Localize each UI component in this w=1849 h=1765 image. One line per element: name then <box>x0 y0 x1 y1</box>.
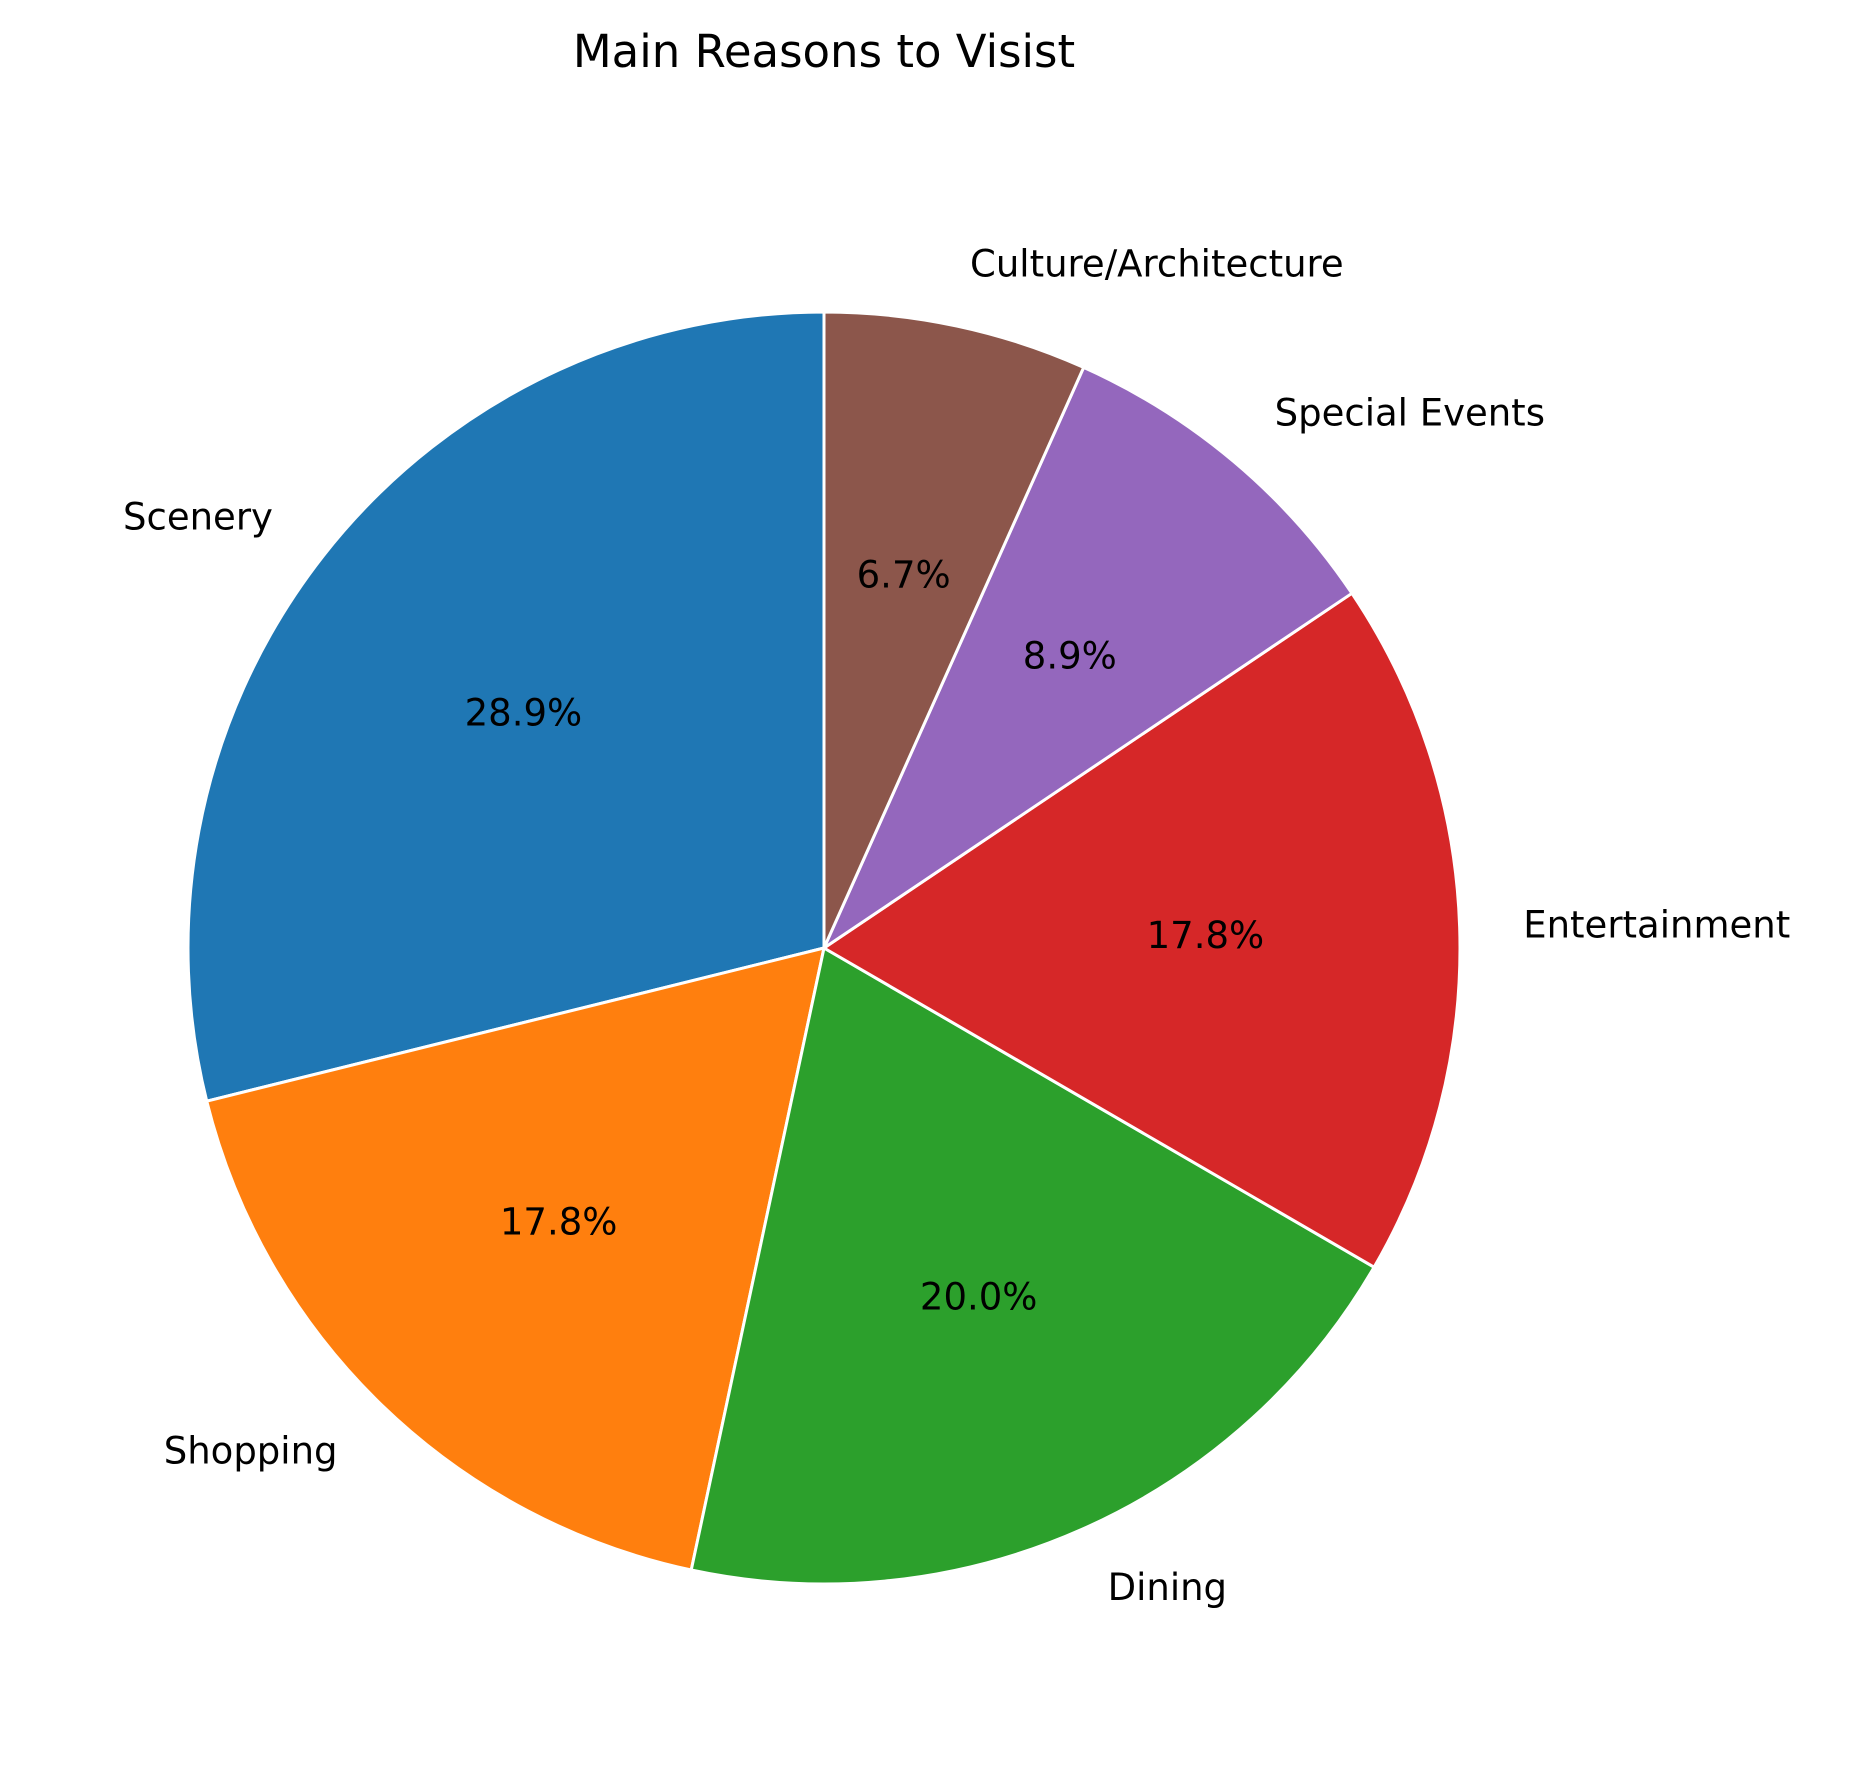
slice-label-dining: Dining <box>1108 1566 1227 1609</box>
percent-label-dining: 20.0% <box>920 1275 1038 1318</box>
chart-title: Main Reasons to Visist <box>573 25 1075 78</box>
percent-label-culture-architecture: 6.7% <box>857 553 951 596</box>
pie-labels: Scenery 28.9% Shopping 17.8% Dining 20.0% Ente… <box>123 242 1790 1609</box>
slice-label-scenery: Scenery <box>123 495 273 538</box>
slice-label-shopping: Shopping <box>164 1429 338 1472</box>
slice-label-special-events: Special Events <box>1275 391 1545 434</box>
pie-slice-shopping <box>205 946 826 1572</box>
pie-slice-entertainment <box>822 591 1462 1269</box>
percent-label-shopping: 17.8% <box>500 1201 618 1244</box>
percent-label-special-events: 8.9% <box>1023 635 1117 678</box>
pie-slices <box>186 310 1462 1586</box>
pie-slice-culture-architecture <box>822 310 1086 950</box>
slice-label-culture-architecture: Culture/Architecture <box>970 242 1344 285</box>
pie-slice-scenery <box>186 310 826 1103</box>
pie-slice-special-events <box>822 365 1354 950</box>
pie-slice-dining <box>689 946 1376 1586</box>
slice-label-entertainment: Entertainment <box>1523 903 1790 946</box>
percent-label-entertainment: 17.8% <box>1147 914 1265 957</box>
percent-label-scenery: 28.9% <box>465 691 583 734</box>
